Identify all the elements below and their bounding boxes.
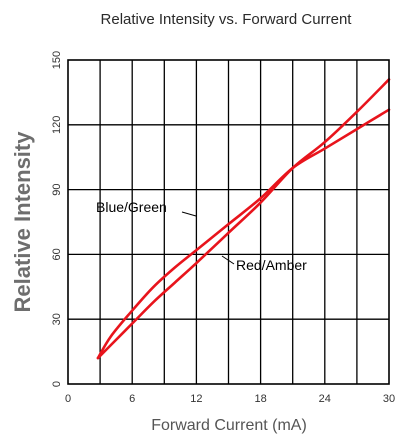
x-tick-label: 18 (254, 393, 266, 405)
series-label-leader-blue-green (181, 211, 197, 217)
y-axis-label: Relative Intensity (10, 131, 35, 313)
plot-grid (68, 60, 389, 384)
series-label-red-amber: Red/Amber (236, 257, 307, 273)
series-label-blue-green: Blue/Green (96, 199, 167, 215)
y-tick-label: 0 (51, 381, 63, 387)
y-tick-label: 60 (51, 248, 63, 260)
x-tick-label: 12 (190, 393, 202, 405)
y-tick-label: 120 (51, 116, 63, 134)
x-tick-label: 0 (65, 393, 71, 405)
series-line-red-amber (96, 78, 391, 360)
y-tick-label: 30 (51, 313, 63, 325)
x-tick-label: 24 (319, 393, 331, 405)
series-label-leader-red-amber (221, 255, 235, 265)
plot-frame (67, 59, 390, 385)
x-tick-label: 6 (129, 393, 135, 405)
x-axis-label: Forward Current (mA) (151, 417, 307, 434)
series-line-blue-green (96, 108, 391, 360)
plot-ticks: 0 30 60 90 120 150 0 6 12 18 24 30 (51, 51, 395, 405)
y-tick-label: 90 (51, 183, 63, 195)
y-tick-label: 150 (51, 51, 63, 69)
plot-series (96, 78, 391, 360)
chart-title: Relative Intensity vs. Forward Current (101, 11, 353, 28)
x-tick-label: 30 (383, 393, 395, 405)
